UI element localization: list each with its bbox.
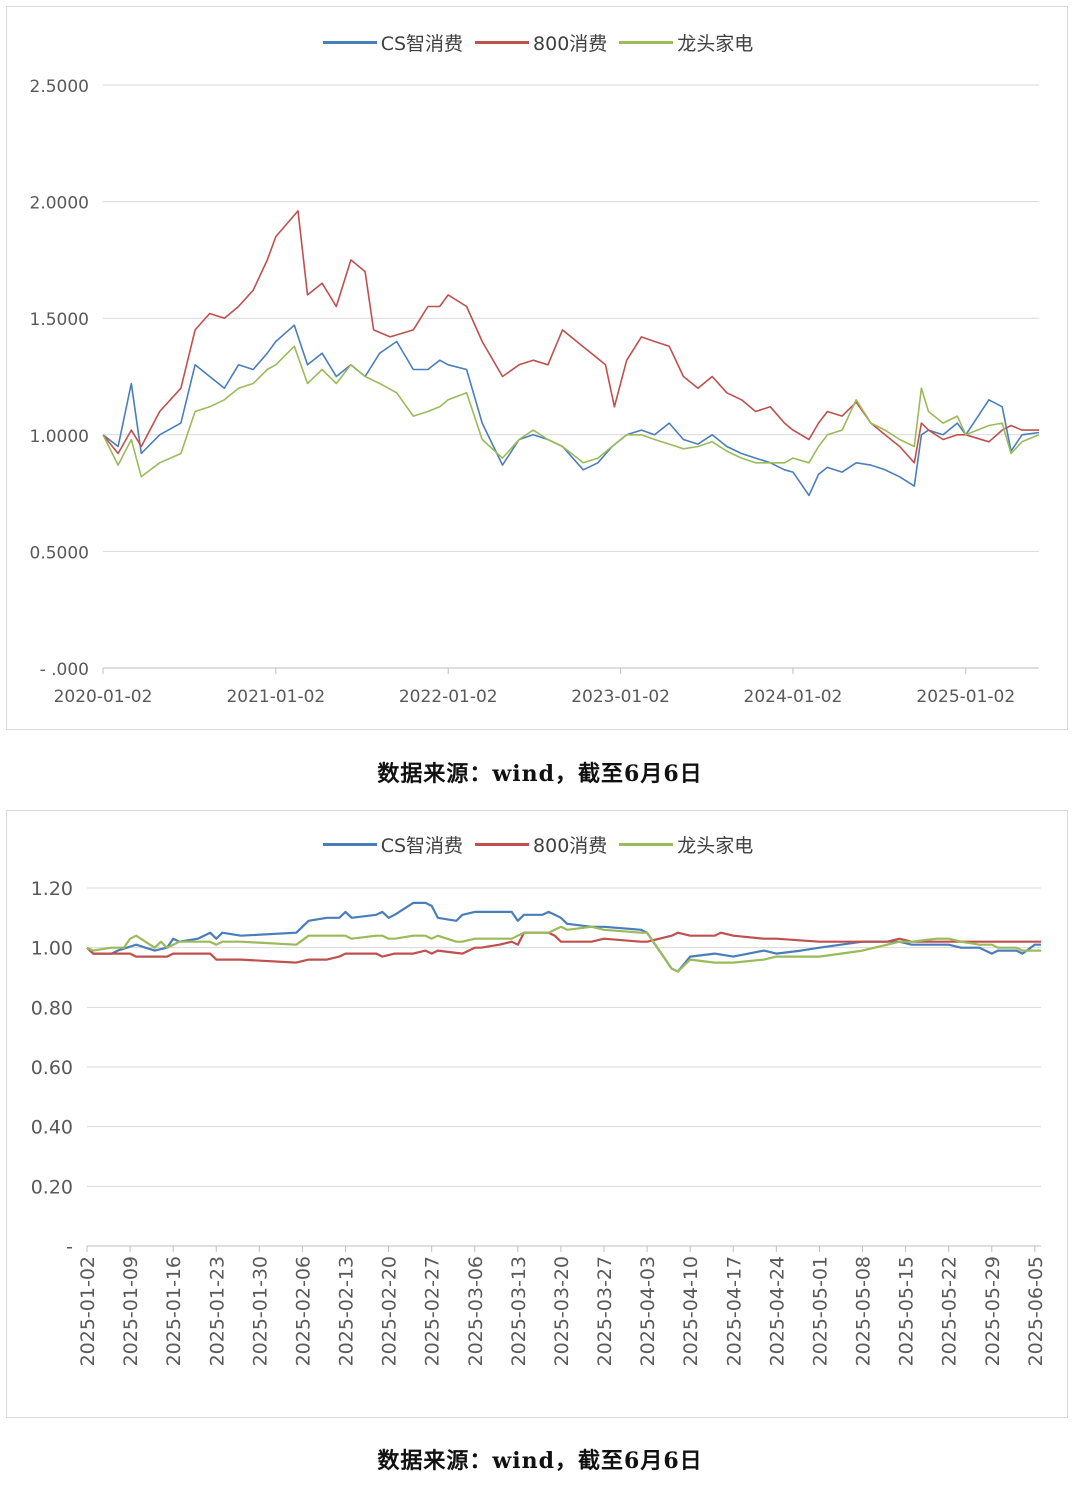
legend-label: 龙头家电: [677, 835, 754, 857]
legend-item-leading-appliances: 龙头家电: [619, 29, 753, 56]
chart-1-source-caption: 数据来源：wind，截至6月6日: [377, 761, 703, 787]
legend-swatch: [619, 843, 674, 846]
x-tick-label: 2025-01-16: [163, 1256, 185, 1366]
y-tick-label: 0.80: [31, 997, 73, 1019]
y-tick-label: 0.20: [31, 1176, 73, 1198]
y-tick-label: 1.0000: [30, 427, 89, 447]
series-line-800-consumption: [102, 210, 1039, 464]
series-line-leading-appliances: [102, 345, 1040, 478]
x-tick-label: 2025-05-15: [896, 1256, 918, 1366]
legend-swatch: [475, 41, 530, 44]
legend-swatch: [619, 41, 674, 44]
legend-swatch: [475, 843, 530, 846]
x-tick-label: 2025-05-01: [809, 1256, 831, 1366]
x-tick-label: 2025-01-02: [77, 1256, 99, 1366]
x-tick-label: 2025-01-30: [249, 1256, 271, 1366]
x-tick-label: 2025-04-17: [723, 1256, 745, 1366]
legend-swatch: [322, 41, 377, 44]
legend-item-leading-appliances: 龙头家电: [619, 831, 753, 858]
x-tick-label: 2025-02-06: [292, 1256, 314, 1366]
x-tick-label: 2022-01-02: [399, 687, 498, 707]
legend-label: CS智消费: [380, 33, 464, 55]
legend-item-cs-smart-consumption: CS智消费: [322, 29, 464, 56]
x-tick-label: 2023-01-02: [571, 687, 670, 707]
series-line-800-consumption: [86, 931, 1041, 964]
chart-2-frame: CS智消费 800消费 龙头家电 - 0.20 0.40 0.60 0.80 1.00 1.…: [6, 810, 1068, 1418]
legend-label: 800消费: [533, 33, 608, 55]
legend-item-800-consumption: 800消费: [475, 831, 607, 858]
chart-1-frame: CS智消费 800消费 龙头家电 - .000 0.5000 1.0000 1.500…: [6, 6, 1068, 730]
x-tick-label: 2025-02-20: [379, 1256, 401, 1366]
x-tick-label: 2020-01-02: [54, 687, 153, 707]
y-tick-label: 1.00: [31, 938, 73, 960]
y-tick-label: -: [66, 1236, 73, 1258]
x-tick-label: 2025-03-27: [594, 1256, 616, 1366]
x-tick-label: 2021-01-02: [226, 687, 325, 707]
series-line-cs-smart-consumption: [86, 901, 1041, 973]
y-tick-label: 1.5000: [30, 310, 89, 330]
x-tick-label: 2025-06-05: [1025, 1256, 1047, 1366]
x-tick-label: 2025-03-20: [551, 1256, 573, 1366]
x-tick-label: 2025-05-29: [982, 1256, 1004, 1366]
legend-swatch: [322, 843, 377, 846]
chart-2-plot: - 0.20 0.40 0.60 0.80 1.00 1.20 2025-01-02 2025-…: [31, 878, 1047, 1366]
y-tick-label: 2.5000: [30, 77, 89, 97]
x-tick-label: 2025-01-02: [916, 687, 1015, 707]
chart-2-legend: CS智消费 800消费 龙头家电: [7, 831, 1069, 858]
x-tick-label: 2025-03-06: [465, 1256, 487, 1366]
chart-1-plot: - .000 0.5000 1.0000 1.5000 2.0000 2.5000 2020…: [30, 77, 1040, 707]
y-tick-label: 0.60: [31, 1057, 73, 1079]
x-tick-label: 2025-01-23: [206, 1256, 228, 1366]
legend-item-800-consumption: 800消费: [475, 29, 607, 56]
x-tick-label: 2025-04-24: [766, 1256, 788, 1366]
chart-1-legend: CS智消费 800消费 龙头家电: [7, 29, 1069, 56]
y-tick-label: 1.20: [31, 878, 73, 900]
y-tick-label: 0.40: [31, 1117, 73, 1139]
x-tick-label: 2025-02-27: [422, 1256, 444, 1366]
x-tick-label: 2025-03-13: [508, 1256, 530, 1366]
y-tick-label: 0.5000: [30, 543, 89, 563]
legend-label: CS智消费: [380, 835, 464, 857]
legend-item-cs-smart-consumption: CS智消费: [322, 831, 464, 858]
x-tick-label: 2025-02-13: [336, 1256, 358, 1366]
x-tick-label: 2024-01-02: [744, 687, 843, 707]
x-tick-label: 2025-01-09: [120, 1256, 142, 1366]
series-line-leading-appliances: [86, 925, 1041, 973]
x-tick-label: 2025-04-03: [637, 1256, 659, 1366]
x-tick-label: 2025-05-22: [939, 1256, 961, 1366]
y-tick-label: - .000: [40, 660, 89, 680]
legend-label: 龙头家电: [677, 33, 754, 55]
x-tick-label: 2025-05-08: [853, 1256, 875, 1366]
y-tick-label: 2.0000: [30, 194, 89, 214]
series-line-cs-smart-consumption: [102, 324, 1040, 497]
x-tick-label: 2025-04-10: [680, 1256, 702, 1366]
legend-label: 800消费: [533, 835, 608, 857]
chart-2-source-caption: 数据来源：wind，截至6月6日: [377, 1448, 703, 1474]
